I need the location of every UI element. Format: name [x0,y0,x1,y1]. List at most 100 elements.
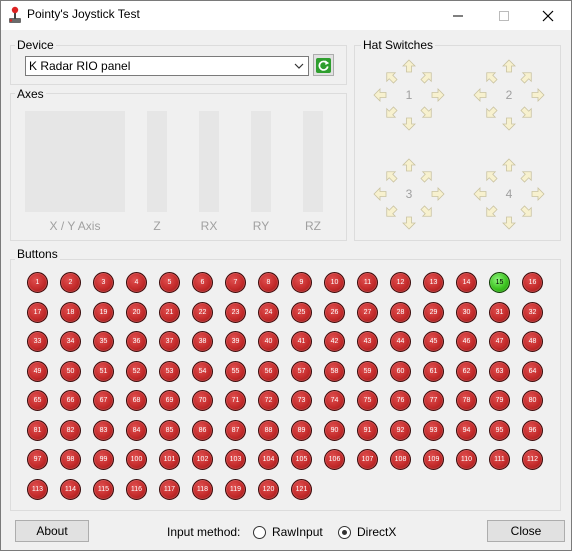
rawinput-radio-label[interactable]: RawInput [272,525,323,539]
joystick-button-84: 84 [126,419,147,441]
joystick-button-33: 33 [27,331,48,352]
about-button[interactable]: About [15,520,89,542]
refresh-icon [316,58,331,73]
minimize-button[interactable] [435,1,481,30]
arrow-down-right-icon [520,205,532,217]
joystick-button-88: 88 [258,419,279,441]
arrow-down-left-icon [386,205,398,217]
close-button[interactable]: Close [487,520,565,542]
joystick-button-105: 105 [291,449,312,470]
joystick-button-64: 64 [522,360,543,382]
joystick-button-65: 65 [27,390,48,411]
joystick-button-4: 4 [126,272,147,293]
joystick-button-56: 56 [258,360,279,382]
arrow-up-icon [402,59,416,73]
joystick-button-74: 74 [324,390,345,411]
hat-switch-1: 1 [373,59,445,131]
chevron-down-icon [294,63,304,69]
directx-radio-label[interactable]: DirectX [357,525,397,539]
joystick-button-89: 89 [291,419,312,441]
joystick-button-73: 73 [291,390,312,411]
joystick-button-38: 38 [192,331,213,352]
joystick-button-92: 92 [390,419,411,441]
joystick-button-96: 96 [522,419,543,441]
arrow-left-icon [373,187,387,201]
title-bar[interactable]: Pointy's Joystick Test [1,1,571,30]
arrow-up-left-icon [386,171,398,183]
joystick-button-63: 63 [489,360,510,382]
arrow-down-icon [502,216,516,230]
close-window-button[interactable] [525,1,571,30]
joystick-button-100: 100 [126,449,147,470]
joystick-button-21: 21 [159,301,180,323]
joystick-button-42: 42 [324,331,345,352]
joystick-button-8: 8 [258,272,279,293]
arrow-up-right-icon [420,72,432,84]
joystick-button-50: 50 [60,360,81,382]
buttons-group [10,259,561,511]
joystick-button-72: 72 [258,390,279,411]
ry-axis-bar [251,111,271,212]
joystick-button-106: 106 [324,449,345,470]
joystick-button-41: 41 [291,331,312,352]
joystick-button-102: 102 [192,449,213,470]
joystick-button-103: 103 [225,449,246,470]
z-axis-bar [147,111,167,212]
joystick-button-120: 120 [258,478,279,500]
joystick-button-99: 99 [93,449,114,470]
joystick-button-5: 5 [159,272,180,293]
joystick-button-9: 9 [291,272,312,293]
arrow-right-icon [531,88,545,102]
joystick-button-39: 39 [225,331,246,352]
joystick-button-108: 108 [390,449,411,470]
arrow-left-icon [473,88,487,102]
joystick-button-27: 27 [357,301,378,323]
joystick-button-18: 18 [60,301,81,323]
joystick-button-81: 81 [27,419,48,441]
arrow-up-right-icon [420,171,432,183]
joystick-button-17: 17 [27,301,48,323]
joystick-button-1: 1 [27,272,48,293]
axis-label-rz: RZ [305,219,321,233]
joystick-button-60: 60 [390,360,411,382]
joystick-button-53: 53 [159,360,180,382]
arrow-down-right-icon [420,106,432,118]
joystick-button-15: 15 [489,272,510,293]
directx-radio[interactable] [338,526,351,539]
hat-switches-group-label: Hat Switches [361,38,436,52]
window-title: Pointy's Joystick Test [27,7,140,21]
joystick-button-37: 37 [159,331,180,352]
joystick-button-45: 45 [423,331,444,352]
maximize-button[interactable] [481,1,527,30]
arrow-up-left-icon [486,171,498,183]
joystick-button-22: 22 [192,301,213,323]
joystick-button-114: 114 [60,478,81,500]
joystick-button-26: 26 [324,301,345,323]
arrow-up-left-icon [386,72,398,84]
device-group-label: Device [15,38,56,52]
joystick-button-86: 86 [192,419,213,441]
joystick-button-116: 116 [126,478,147,500]
arrow-down-left-icon [486,106,498,118]
device-group [10,45,347,85]
joystick-button-59: 59 [357,360,378,382]
minimize-icon [453,15,463,17]
joystick-button-82: 82 [60,419,81,441]
hat-switch-3: 3 [373,158,445,230]
joystick-button-104: 104 [258,449,279,470]
joystick-button-66: 66 [60,390,81,411]
joystick-button-62: 62 [456,360,477,382]
joystick-button-30: 30 [456,301,477,323]
joystick-button-101: 101 [159,449,180,470]
device-select[interactable]: K Radar RIO panel [25,56,309,76]
joystick-button-78: 78 [456,390,477,411]
refresh-button[interactable] [313,54,334,76]
joystick-button-3: 3 [93,272,114,293]
arrow-up-icon [502,59,516,73]
rx-axis-bar [199,111,219,212]
rawinput-radio[interactable] [253,526,266,539]
arrow-right-icon [531,187,545,201]
joystick-button-29: 29 [423,301,444,323]
joystick-button-75: 75 [357,390,378,411]
hat-switch-label: 2 [505,88,513,102]
